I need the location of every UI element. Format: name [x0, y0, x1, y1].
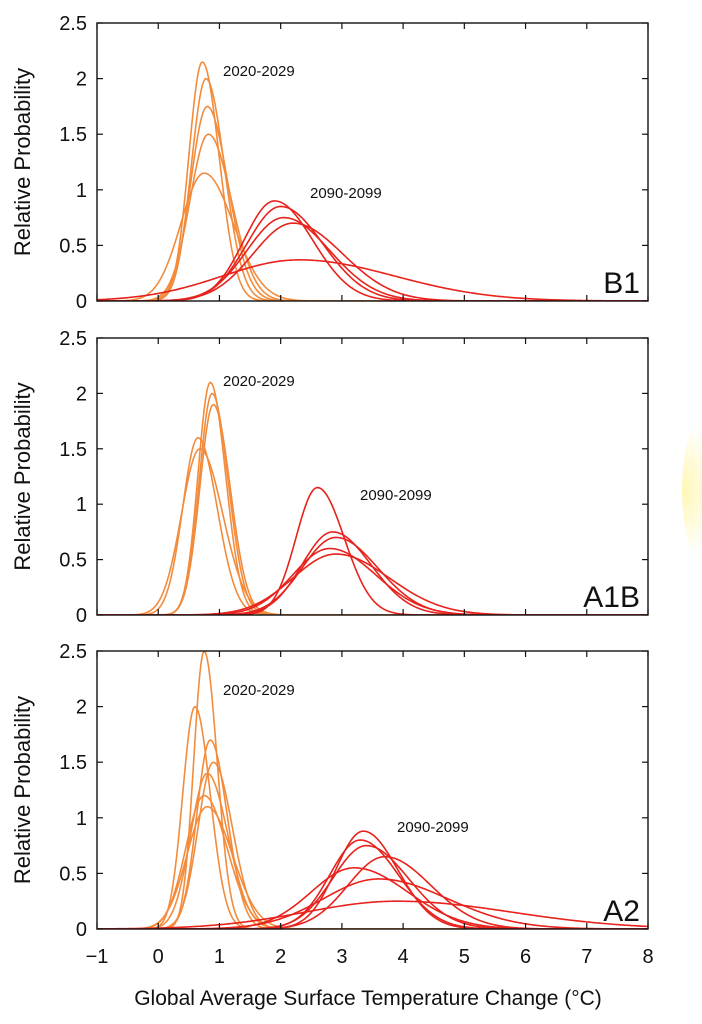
period-annotation: 2090-2099 [397, 819, 469, 836]
panel-frame [96, 650, 649, 930]
curve-2020-2029-2 [97, 77, 648, 301]
panel-b1: 0 0.5 1 1.5 2 2.5 Relative Probability 2020-202… [10, 13, 649, 313]
scenario-label: B1 [603, 267, 640, 300]
x-tick-label: 0 [153, 946, 164, 968]
x-tick-label: −1 [86, 946, 109, 968]
curve-2090-2099-6 [97, 878, 648, 929]
curve-2020-2029-1 [97, 381, 648, 615]
y-tick-label: 1 [76, 494, 87, 516]
curve-2020-2029-5 [97, 448, 648, 615]
y-tick-label: 1 [76, 808, 87, 830]
y-tick-label: 0 [76, 605, 87, 627]
y-axis-label: Relative Probability [10, 382, 35, 570]
period-annotation: 2020-2029 [223, 373, 295, 390]
x-tick-label: 2 [275, 946, 286, 968]
curve-2020-2029-4 [97, 436, 648, 615]
x-tick-label: 5 [459, 946, 470, 968]
x-tick-label: 1 [214, 946, 225, 968]
curve-2090-2099-4 [97, 222, 648, 301]
period-annotation: 2090-2099 [310, 185, 382, 202]
y-axis-label: Relative Probability [10, 68, 35, 256]
x-tick-label: 8 [642, 946, 653, 968]
y-tick-label: 2.5 [59, 641, 87, 663]
curve-2020-2029-3 [97, 105, 648, 301]
curve-2090-2099-1 [97, 830, 648, 929]
x-tick-label: 4 [398, 946, 409, 968]
panel-a2: 0 0.5 1 1.5 2 2.5 −1 0 1 2 3 4 5 6 7 8 Relative Probabil… [10, 641, 654, 968]
curves-group [97, 61, 648, 301]
y-tick-label: 2 [76, 69, 87, 91]
panels: 0 0.5 1 1.5 2 2.5 Relative Probability 2020-202… [10, 13, 654, 968]
curve-2090-2099-2 [97, 531, 648, 615]
y-tick-label: 0 [76, 919, 87, 941]
curve-2020-2029-2 [97, 705, 648, 929]
x-tick-label: 6 [520, 946, 531, 968]
scenario-label: A1B [583, 581, 640, 614]
curve-2090-2099-1 [97, 486, 648, 615]
curve-2020-2029-7 [97, 805, 648, 929]
y-tick-label: 1.5 [59, 439, 87, 461]
scenario-label: A2 [603, 895, 640, 928]
curve-2090-2099-3 [97, 844, 648, 929]
y-tick-label: 2 [76, 383, 87, 405]
curve-2020-2029-4 [97, 761, 648, 929]
period-annotation: 2090-2099 [360, 487, 432, 504]
curve-2020-2029-3 [97, 739, 648, 929]
curve-2020-2029-5 [97, 172, 648, 301]
panel-a1b: 0 0.5 1 1.5 2 2.5 Relative Probability 2020-202… [10, 328, 649, 627]
curve-2020-2029-2 [97, 392, 648, 615]
y-tick-label: 2 [76, 697, 87, 719]
curve-2090-2099-5 [97, 259, 648, 301]
y-tick-label: 0.5 [59, 235, 87, 257]
x-tick-label: 3 [336, 946, 347, 968]
x-tick-label: 7 [581, 946, 592, 968]
curve-2020-2029-3 [97, 403, 648, 615]
x-axis-label: Global Average Surface Temperature Chang… [134, 987, 602, 1010]
period-annotation: 2020-2029 [223, 682, 295, 699]
background-glow [682, 420, 702, 560]
y-axis-label: Relative Probability [10, 696, 35, 884]
y-tick-label: 1 [76, 180, 87, 202]
y-tick-label: 2.5 [59, 13, 87, 35]
y-tick-label: 0 [76, 291, 87, 313]
curve-2020-2029-1 [97, 61, 648, 301]
curve-2020-2029-5 [97, 772, 648, 929]
y-tick-label: 1.5 [59, 752, 87, 774]
period-annotation: 2020-2029 [223, 63, 295, 80]
curve-2090-2099-2 [97, 839, 648, 929]
y-tick-label: 0.5 [59, 550, 87, 572]
curve-2020-2029-4 [97, 133, 648, 301]
panel-frame [96, 337, 649, 616]
y-tick-label: 1.5 [59, 124, 87, 146]
curve-2090-2099-7 [97, 900, 648, 929]
curve-2020-2029-6 [97, 794, 648, 929]
y-tick-label: 0.5 [59, 863, 87, 885]
y-tick-label: 2.5 [59, 328, 87, 350]
curves-group [97, 651, 648, 929]
panel-frame [96, 22, 649, 302]
